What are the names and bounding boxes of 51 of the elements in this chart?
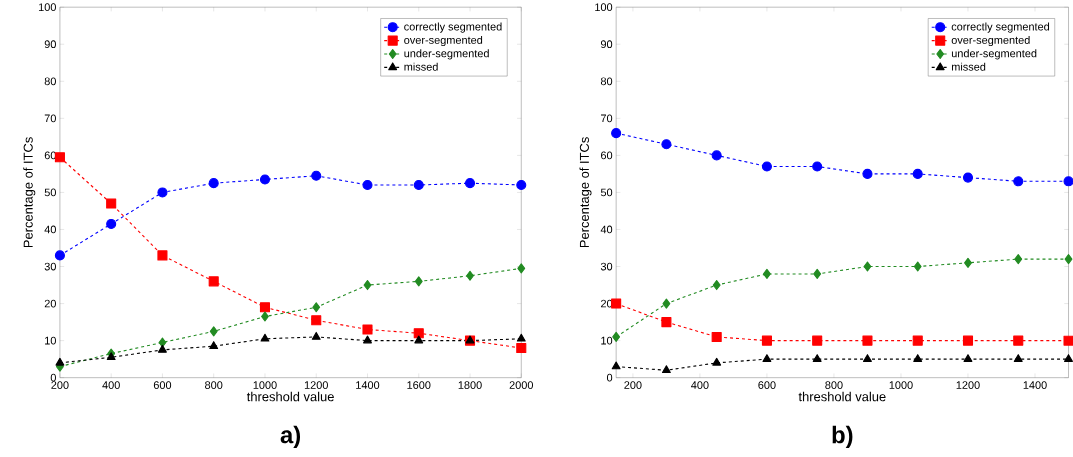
x-tick-label: 1600 <box>407 381 431 390</box>
x-tick-label: 800 <box>825 381 843 390</box>
y-axis-title: Percentage of ITCs <box>579 137 592 248</box>
x-tick-label: 800 <box>205 381 223 390</box>
y-tick-label: 60 <box>601 151 613 160</box>
y-tick-label: 100 <box>595 3 613 12</box>
y-tick-label: 40 <box>600 225 613 234</box>
x-tick-label: 1000 <box>253 381 277 390</box>
y-tick-label: 70 <box>601 114 613 123</box>
x-tick-label: 1200 <box>956 381 980 390</box>
x-tick-label: 1800 <box>458 381 482 390</box>
x-axis-title: threshold value <box>246 391 334 402</box>
x-tick-label: 600 <box>758 381 776 390</box>
y-tick-label: 50 <box>600 188 613 197</box>
legend-label: over-segmented <box>951 36 1030 47</box>
x-tick-label: 200 <box>624 381 642 390</box>
x-tick-label: 1400 <box>1023 381 1047 390</box>
y-tick-label: 90 <box>44 40 56 49</box>
text: b) <box>832 426 853 449</box>
y-tick-label: 30 <box>600 262 613 271</box>
y-tick-label: 10 <box>45 336 56 345</box>
x-tick-label: 1000 <box>889 381 913 390</box>
y-axis-title: Percentage of ITCs <box>23 137 36 248</box>
y-tick-label: 80 <box>44 77 56 86</box>
text: a) <box>280 426 301 449</box>
legend-label: under-segmented <box>951 49 1037 60</box>
legend-label: missed <box>951 62 986 71</box>
legend-label: over-segmented <box>404 36 483 47</box>
y-tick-label: 90 <box>600 40 613 49</box>
x-tick-label: 200 <box>51 381 69 390</box>
x-axis-title: threshold value <box>798 391 886 402</box>
x-tick-label: 400 <box>102 381 120 390</box>
y-tick-label: 20 <box>44 299 56 308</box>
legend-label: correctly segmented <box>404 22 502 33</box>
y-tick-label: 70 <box>44 114 56 123</box>
x-tick-label: 1200 <box>304 381 328 390</box>
y-tick-label: 30 <box>44 262 56 271</box>
legend-label: missed <box>404 62 438 71</box>
legend-label: under-segmented <box>404 49 489 60</box>
x-tick-label: 2000 <box>509 381 534 390</box>
y-tick-label: 0 <box>50 374 56 382</box>
legend-label: correctly segmented <box>951 22 1050 33</box>
y-tick-label: 80 <box>600 77 613 86</box>
y-tick-label: 100 <box>38 3 56 12</box>
y-tick-label: 10 <box>601 336 613 345</box>
x-tick-label: 400 <box>691 381 709 390</box>
y-tick-label: 40 <box>44 225 56 234</box>
x-tick-label: 1400 <box>356 381 380 390</box>
y-tick-label: 0 <box>606 374 613 382</box>
y-tick-label: 50 <box>44 188 56 197</box>
x-tick-label: 600 <box>153 381 172 390</box>
